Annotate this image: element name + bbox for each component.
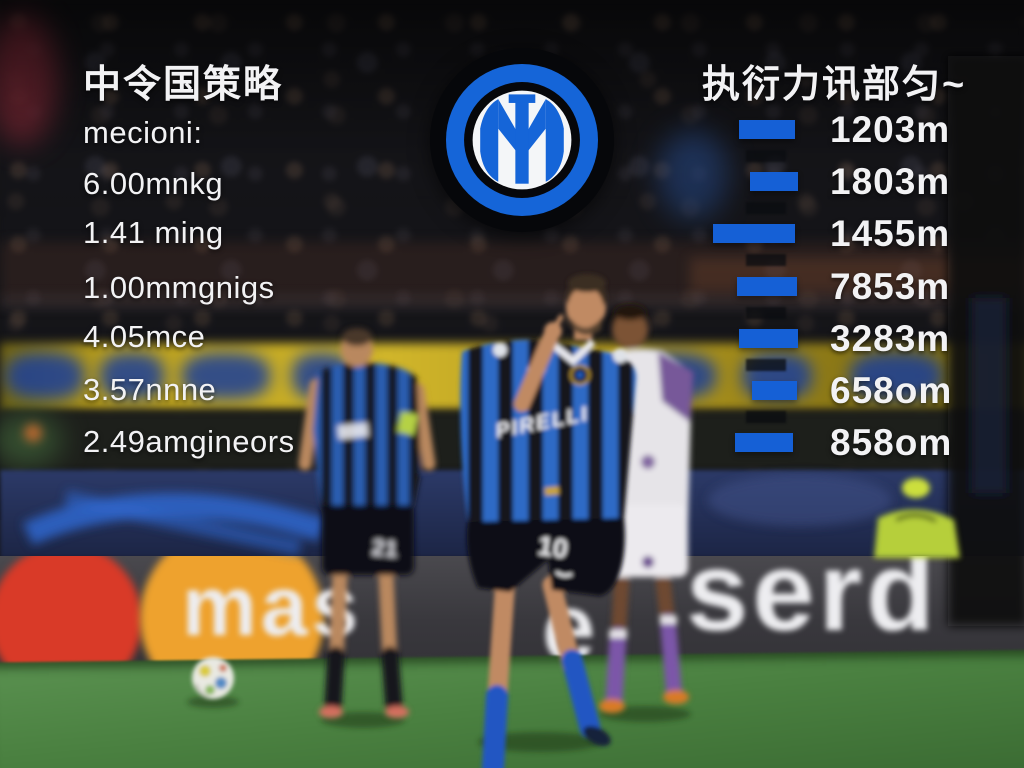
bar-gap-segment — [746, 254, 786, 266]
player-shadows — [187, 696, 691, 752]
bar-gap-segment — [746, 202, 786, 214]
stat-bar — [739, 329, 798, 348]
left-stat-item: 6.00mnkg — [83, 166, 224, 201]
stat-value: 1203m — [830, 109, 951, 150]
stat-bar — [737, 277, 797, 296]
left-stat-item: 3.57nnne — [83, 372, 217, 407]
stat-value: 1803m — [830, 161, 951, 202]
stat-value: 7853m — [830, 266, 951, 307]
left-stat-item: 1.41 ming — [83, 215, 224, 250]
mastercard-red-circle-icon — [0, 556, 142, 674]
stat-value: 858om — [830, 422, 953, 463]
ucl-starball-arcs — [23, 474, 892, 556]
foreground-dark-figure — [948, 56, 1024, 626]
left-stat-item: 4.05mce — [83, 319, 206, 354]
right-panel-title: 执衍力讯部匀~ — [702, 64, 967, 106]
stat-bar — [735, 433, 793, 452]
left-player: 21 — [298, 328, 436, 718]
left-stat-item: 2.49amgineors — [83, 424, 295, 459]
bar-gap-segment — [746, 411, 786, 423]
sponsor-text-left: mas — [182, 559, 363, 653]
left-stat-item: 1.00mmgnigs — [83, 270, 275, 305]
stat-value: 1455m — [830, 213, 951, 254]
steward — [874, 478, 960, 558]
bar-gap-segment — [746, 307, 786, 319]
inter-milan-crest-icon — [429, 47, 615, 233]
stat-bar — [752, 381, 797, 400]
sponsor-text-right: serd — [686, 556, 939, 654]
left-stat-item: mecioni: — [83, 115, 203, 150]
bar-gap-segment — [746, 359, 786, 371]
stat-bar — [713, 224, 795, 243]
bar-gap-segment — [746, 150, 786, 162]
pitchside-orange-dot — [24, 424, 42, 442]
match-ball — [192, 657, 234, 700]
left-player-number: 21 — [371, 534, 399, 562]
stat-value: 3283m — [830, 318, 951, 359]
left-panel-title: 中令国策略 — [83, 64, 284, 106]
stat-bar — [750, 172, 798, 191]
mastercard-orange-circle-icon — [140, 556, 324, 674]
center-player-number: 10 — [536, 531, 570, 565]
stat-value: 658om — [830, 370, 953, 411]
center-player: PIRELLI 10 — [460, 274, 637, 768]
stat-bar — [739, 120, 795, 139]
